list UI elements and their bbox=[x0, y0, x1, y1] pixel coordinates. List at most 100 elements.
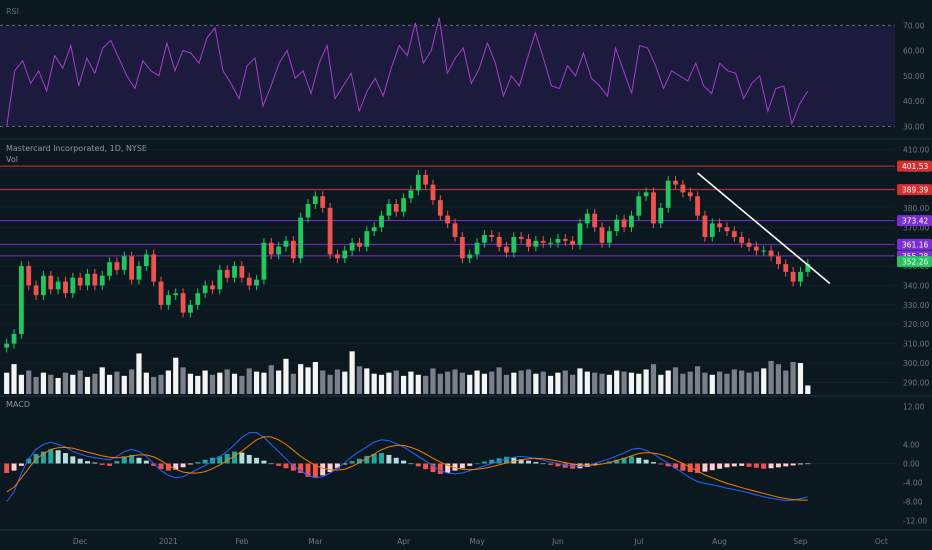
volume-bar bbox=[84, 376, 91, 394]
volume-bar bbox=[209, 374, 216, 394]
volume-bar bbox=[195, 375, 201, 394]
volume-bar bbox=[547, 375, 554, 394]
rsi-panel[interactable]: RSI 70.00 60.00 50.00 40.00 30.00 bbox=[0, 7, 925, 131]
candle-body bbox=[482, 235, 487, 243]
candle-body bbox=[379, 215, 384, 228]
macd-panel[interactable]: MACD 12.00 4.00 0.00 -4.00 -8.00 -12.00 bbox=[0, 400, 927, 526]
level-value: 373.42 bbox=[902, 217, 928, 226]
macd-hist-bar bbox=[408, 463, 414, 465]
macd-hist-bar bbox=[283, 463, 289, 469]
time-tick-label: Sep bbox=[793, 537, 807, 546]
candle-body bbox=[55, 281, 61, 290]
macd-hist-bar bbox=[173, 463, 179, 470]
candle-body bbox=[423, 174, 429, 185]
volume-bar bbox=[158, 374, 164, 394]
candle-body bbox=[731, 231, 737, 237]
candle-body bbox=[673, 180, 678, 185]
volume-bar bbox=[378, 374, 385, 394]
macd-tick-label: -8.00 bbox=[903, 498, 923, 507]
candle-body bbox=[276, 246, 282, 255]
macd-hist-bar bbox=[290, 463, 296, 471]
price-tick-label: 300.00 bbox=[903, 359, 929, 368]
candle-body bbox=[151, 254, 157, 282]
candle-body bbox=[709, 223, 715, 237]
volume-bar bbox=[55, 378, 61, 394]
macd-hist-bar bbox=[379, 453, 385, 464]
macd-hist-bar bbox=[650, 462, 656, 464]
candle-body bbox=[592, 213, 598, 228]
volume-bar bbox=[114, 371, 120, 394]
volume-bar bbox=[621, 371, 627, 394]
macd-hist-bar bbox=[430, 463, 436, 473]
volume-bar bbox=[92, 373, 98, 394]
macd-hist-bar bbox=[107, 463, 113, 466]
volume-bar bbox=[650, 364, 657, 394]
macd-hist-bar bbox=[55, 450, 61, 464]
macd-hist-bar bbox=[239, 452, 245, 464]
candle-body bbox=[320, 196, 326, 208]
time-tick-label: 2021 bbox=[159, 537, 178, 546]
price-panel[interactable]: Mastercard Incorporated, 1D, NYSE Vol 41… bbox=[0, 144, 932, 394]
candle-body bbox=[180, 293, 186, 313]
rsi-band-fill bbox=[0, 25, 895, 127]
rsi-tick-label: 30.00 bbox=[903, 122, 925, 131]
volume-bar bbox=[739, 370, 745, 394]
macd-hist-bar bbox=[555, 463, 561, 467]
candle-body bbox=[474, 242, 480, 255]
volume-bar bbox=[790, 362, 796, 394]
candle-body bbox=[158, 281, 164, 305]
candle-body bbox=[445, 215, 451, 224]
macd-hist-bar bbox=[481, 461, 487, 464]
volume-bar bbox=[753, 371, 759, 394]
macd-hist-bar bbox=[298, 463, 304, 473]
candle-body bbox=[459, 236, 465, 259]
price-tick-label: 290.00 bbox=[903, 378, 929, 387]
time-tick-label: Jun bbox=[551, 537, 564, 546]
volume-bar bbox=[33, 376, 39, 394]
trendline[interactable] bbox=[697, 172, 831, 285]
volume-label: Vol bbox=[6, 155, 18, 164]
macd-hist-bar bbox=[459, 463, 465, 469]
volume-bar bbox=[283, 358, 289, 394]
time-axis[interactable]: Dec 2021 Feb Mar Apr May Jun Jul Aug Sep Oct bbox=[73, 537, 888, 546]
candle-body bbox=[776, 256, 781, 265]
macd-hist-bar bbox=[628, 456, 634, 464]
volume-bar bbox=[540, 371, 546, 394]
volume-bar bbox=[761, 368, 767, 394]
macd-hist-bar bbox=[187, 463, 193, 465]
time-tick-label: May bbox=[469, 537, 485, 546]
macd-hist-bar bbox=[614, 459, 620, 464]
candle-body bbox=[393, 204, 399, 212]
macd-hist-bar bbox=[224, 454, 230, 464]
macd-hist-bar bbox=[474, 463, 480, 465]
volume-bar bbox=[570, 374, 576, 394]
candle-body bbox=[283, 240, 289, 247]
candle-body bbox=[136, 266, 142, 280]
macd-hist-bar bbox=[775, 463, 781, 468]
macd-title: MACD bbox=[6, 400, 30, 409]
volume-bar bbox=[467, 374, 473, 394]
candle-body bbox=[298, 217, 304, 259]
candle-body bbox=[555, 238, 561, 243]
price-title: Mastercard Incorporated, 1D, NYSE bbox=[6, 144, 147, 153]
candle-body bbox=[268, 242, 274, 255]
volume-bar bbox=[430, 368, 436, 394]
macd-hist-bar bbox=[18, 463, 24, 466]
candle-body bbox=[357, 242, 362, 247]
volume-bar bbox=[180, 367, 186, 394]
macd-tick-label: -4.00 bbox=[903, 479, 923, 488]
candle-body bbox=[217, 269, 223, 290]
rsi-title: RSI bbox=[6, 7, 19, 16]
macd-hist-bar bbox=[254, 457, 260, 464]
candle-body bbox=[188, 304, 193, 313]
volume-bar bbox=[474, 370, 480, 394]
macd-hist-bar bbox=[232, 451, 238, 464]
volume-bar bbox=[349, 351, 355, 394]
volume-bar bbox=[687, 371, 693, 394]
macd-hist-bar bbox=[724, 463, 730, 468]
candle-body bbox=[107, 262, 112, 276]
macd-hist-bar bbox=[327, 463, 333, 473]
volume-bar bbox=[276, 370, 282, 394]
